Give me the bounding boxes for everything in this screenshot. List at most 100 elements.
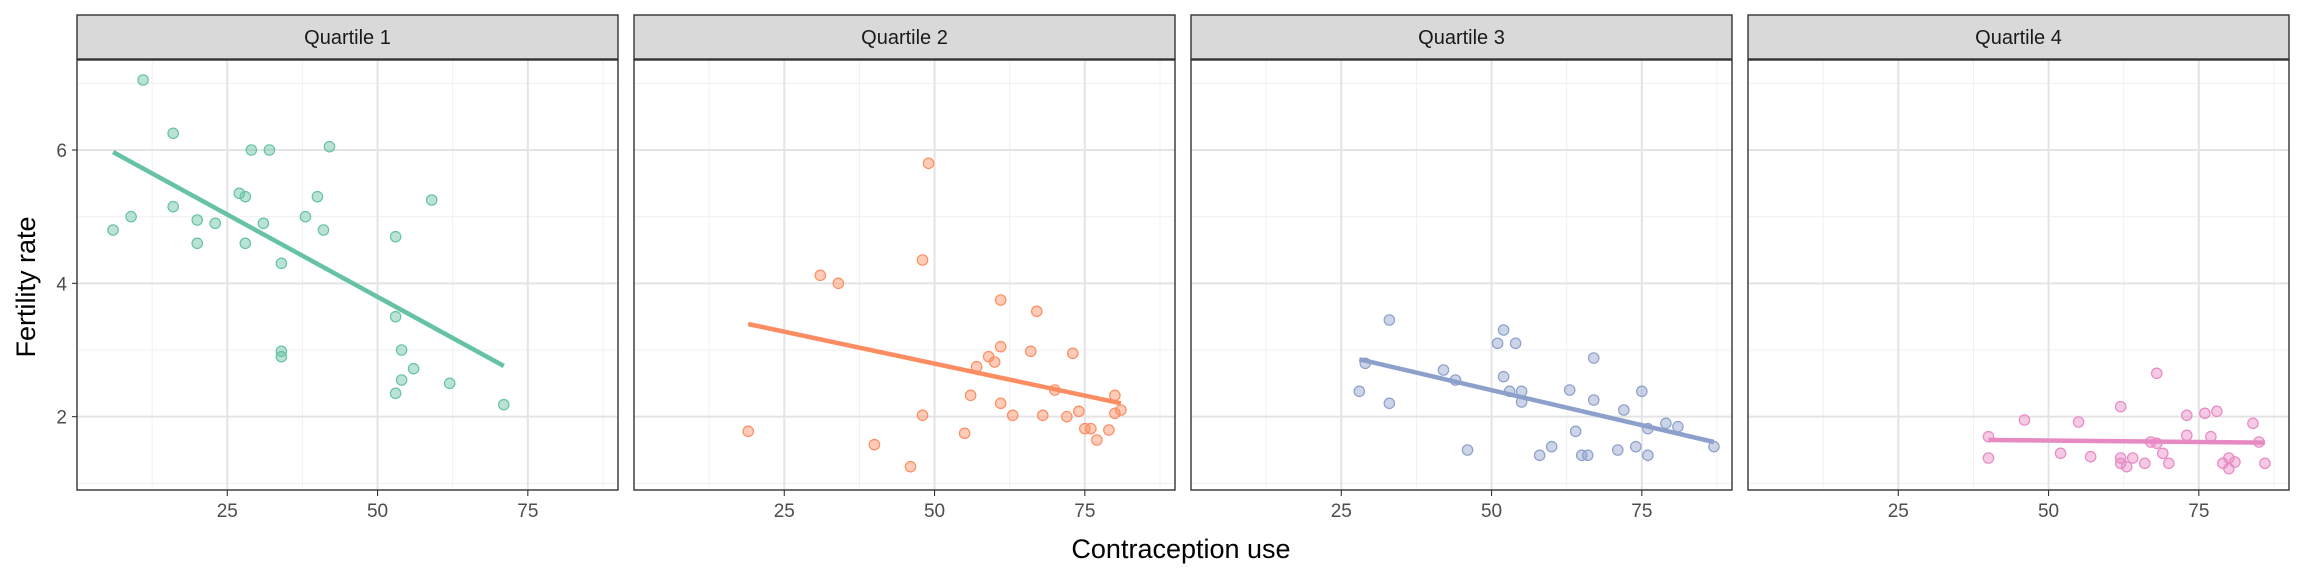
panel-border: [1190, 59, 1733, 491]
data-point: [1006, 409, 1019, 422]
data-point: [1636, 385, 1648, 398]
data-point: [1611, 444, 1624, 456]
data-point: [1497, 324, 1510, 336]
x-tick-label: 50: [2038, 501, 2059, 522]
facet-panel: Quartile 1 25 50 75: [76, 14, 619, 522]
data-point: [2259, 457, 2271, 470]
data-point: [191, 214, 204, 226]
facet-strip: [633, 14, 1176, 60]
facet-strip: [1747, 14, 2290, 60]
trend-line: [747, 321, 1122, 406]
data-point: [137, 74, 149, 86]
data-point: [245, 144, 258, 156]
data-point: [1437, 364, 1450, 376]
data-point: [1491, 337, 1504, 350]
data-point: [233, 187, 246, 200]
data-point: [263, 144, 276, 156]
data-point: [1383, 314, 1396, 326]
trend-line: [111, 150, 505, 368]
data-point: [1073, 405, 1085, 418]
panel-border: [76, 59, 619, 491]
x-axis-title: Contraception use: [1071, 534, 1290, 564]
data-point: [2126, 452, 2139, 464]
data-point: [239, 190, 252, 203]
data-point: [1109, 407, 1121, 420]
x-tick-label: 75: [2188, 501, 2209, 522]
panel-background: [1748, 60, 2289, 490]
data-point: [1642, 449, 1654, 462]
data-point: [994, 340, 1007, 353]
facet-strip-label: Quartile 3: [1418, 27, 1505, 49]
x-tick-label: 50: [367, 501, 388, 522]
data-point: [2138, 457, 2151, 470]
data-point: [275, 257, 288, 270]
data-point: [1030, 305, 1043, 318]
data-point: [2072, 416, 2085, 428]
x-tick-label: 25: [217, 501, 238, 522]
data-point: [1115, 404, 1127, 416]
data-point: [1533, 449, 1546, 462]
data-point: [1563, 384, 1576, 396]
panel-border: [633, 59, 1176, 491]
x-tick-label: 25: [774, 501, 795, 522]
data-point: [167, 200, 179, 213]
x-tick-label: 50: [924, 501, 945, 522]
data-point: [1036, 409, 1049, 422]
y-tick-label: 6: [56, 141, 67, 162]
data-point: [167, 127, 179, 140]
data-point: [814, 269, 827, 282]
data-point: [497, 398, 510, 411]
data-point: [994, 294, 1007, 306]
data-point: [107, 224, 119, 236]
data-point: [125, 210, 137, 223]
data-point: [1630, 440, 1642, 453]
data-point: [2156, 447, 2169, 460]
x-tick-label: 25: [1888, 501, 1909, 522]
data-point: [311, 190, 324, 203]
data-point: [425, 194, 438, 206]
facet-panel: Quartile 2 25 50 75: [633, 14, 1176, 522]
data-point: [2199, 407, 2211, 420]
data-point: [922, 157, 935, 170]
data-point: [1672, 420, 1684, 433]
data-point: [2120, 460, 2133, 473]
trend-line: [1988, 437, 2265, 445]
data-point: [2181, 409, 2193, 422]
data-point: [389, 310, 402, 323]
data-point: [1061, 410, 1073, 423]
y-tick-label: 2: [56, 408, 67, 429]
data-point: [2018, 414, 2031, 426]
x-tick-label: 50: [1481, 501, 1502, 522]
data-point: [1545, 440, 1558, 453]
data-point: [964, 389, 977, 402]
data-point: [1383, 397, 1396, 410]
x-tick-label: 25: [1331, 501, 1352, 522]
data-point: [916, 254, 929, 266]
data-point: [191, 237, 204, 250]
facet-strip-label: Quartile 1: [304, 27, 391, 49]
data-point: [2084, 450, 2097, 463]
data-point: [1085, 422, 1097, 435]
data-point: [904, 460, 917, 473]
data-point: [1569, 425, 1582, 438]
data-point: [2114, 400, 2127, 413]
facet-strip: [76, 14, 619, 60]
data-point: [1982, 452, 1995, 464]
data-point: [916, 409, 929, 422]
panel-border: [1747, 59, 2290, 491]
data-point: [1091, 434, 1103, 446]
data-point: [2247, 417, 2259, 430]
facet-strip-label: Quartile 4: [1975, 27, 2062, 49]
data-point: [395, 344, 408, 356]
data-point: [209, 217, 222, 230]
data-point: [317, 224, 330, 236]
data-point: [1618, 404, 1630, 416]
data-point: [1067, 347, 1079, 360]
data-point: [257, 217, 270, 230]
trend-line: [1358, 357, 1715, 445]
data-point: [1079, 422, 1091, 435]
data-point: [2181, 429, 2193, 442]
x-tick-label: 75: [1074, 501, 1095, 522]
